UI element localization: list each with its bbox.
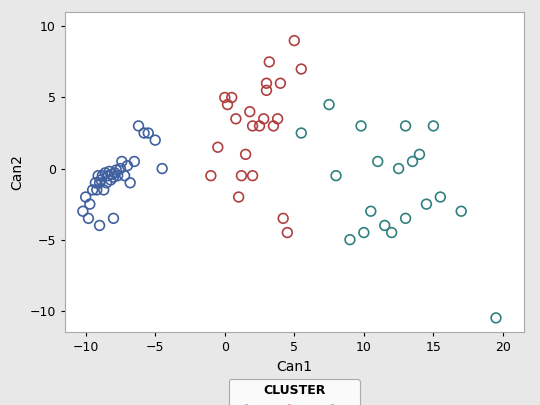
Point bbox=[234, 194, 243, 200]
Point bbox=[123, 162, 132, 169]
Point bbox=[99, 187, 108, 193]
Point bbox=[283, 229, 292, 236]
Point bbox=[97, 177, 105, 183]
Point bbox=[387, 229, 396, 236]
Point bbox=[101, 170, 110, 176]
Point bbox=[109, 215, 118, 222]
Point bbox=[429, 123, 438, 129]
Point bbox=[126, 179, 134, 186]
Point bbox=[151, 137, 159, 143]
Point bbox=[89, 187, 97, 193]
Point bbox=[248, 123, 257, 129]
Point bbox=[325, 101, 333, 108]
Point bbox=[144, 130, 153, 136]
Point bbox=[408, 158, 417, 165]
Point bbox=[422, 201, 431, 207]
Point bbox=[140, 130, 149, 136]
Point bbox=[91, 179, 100, 186]
Point bbox=[374, 158, 382, 165]
Point bbox=[457, 208, 465, 215]
Point bbox=[415, 151, 424, 158]
Point bbox=[85, 201, 94, 207]
Point bbox=[262, 80, 271, 87]
Point bbox=[401, 123, 410, 129]
Point bbox=[357, 123, 366, 129]
Point bbox=[297, 130, 306, 136]
Point bbox=[206, 173, 215, 179]
Point bbox=[98, 173, 107, 179]
Point bbox=[237, 173, 246, 179]
Point bbox=[109, 174, 118, 180]
Point bbox=[213, 144, 222, 151]
Point bbox=[102, 179, 111, 186]
Point bbox=[108, 171, 117, 177]
Point bbox=[223, 101, 232, 108]
Point bbox=[130, 158, 139, 165]
Point bbox=[259, 115, 268, 122]
Point bbox=[367, 208, 375, 215]
Point bbox=[113, 173, 122, 179]
Point bbox=[290, 37, 299, 44]
Point bbox=[95, 179, 104, 186]
Point bbox=[112, 167, 120, 173]
Point bbox=[95, 222, 104, 229]
Point bbox=[332, 173, 340, 179]
Point bbox=[92, 187, 101, 193]
Point bbox=[84, 215, 93, 222]
Point bbox=[220, 94, 229, 101]
Point bbox=[246, 109, 254, 115]
Point bbox=[94, 173, 103, 179]
Point bbox=[82, 194, 90, 200]
Legend: 1, 2, 3: 1, 2, 3 bbox=[229, 379, 360, 405]
Point bbox=[394, 165, 403, 172]
Point bbox=[78, 208, 87, 215]
Point bbox=[255, 123, 264, 129]
Point bbox=[262, 87, 271, 94]
Point bbox=[248, 173, 257, 179]
X-axis label: Can1: Can1 bbox=[276, 360, 312, 374]
Point bbox=[360, 229, 368, 236]
Point bbox=[227, 94, 236, 101]
Point bbox=[269, 123, 278, 129]
Point bbox=[241, 151, 250, 158]
Point bbox=[118, 158, 126, 165]
Point bbox=[158, 165, 166, 172]
Point bbox=[106, 177, 115, 183]
Point bbox=[380, 222, 389, 229]
Point bbox=[401, 215, 410, 222]
Point bbox=[120, 173, 129, 179]
Point bbox=[111, 170, 119, 176]
Point bbox=[273, 115, 282, 122]
Point bbox=[297, 66, 306, 72]
Point bbox=[105, 168, 113, 175]
Point bbox=[346, 237, 354, 243]
Point bbox=[491, 315, 500, 321]
Point bbox=[232, 115, 240, 122]
Point bbox=[134, 123, 143, 129]
Point bbox=[265, 59, 274, 65]
Y-axis label: Can2: Can2 bbox=[10, 154, 24, 190]
Point bbox=[436, 194, 444, 200]
Point bbox=[116, 165, 125, 172]
Point bbox=[276, 80, 285, 87]
Point bbox=[279, 215, 287, 222]
Point bbox=[104, 173, 112, 179]
